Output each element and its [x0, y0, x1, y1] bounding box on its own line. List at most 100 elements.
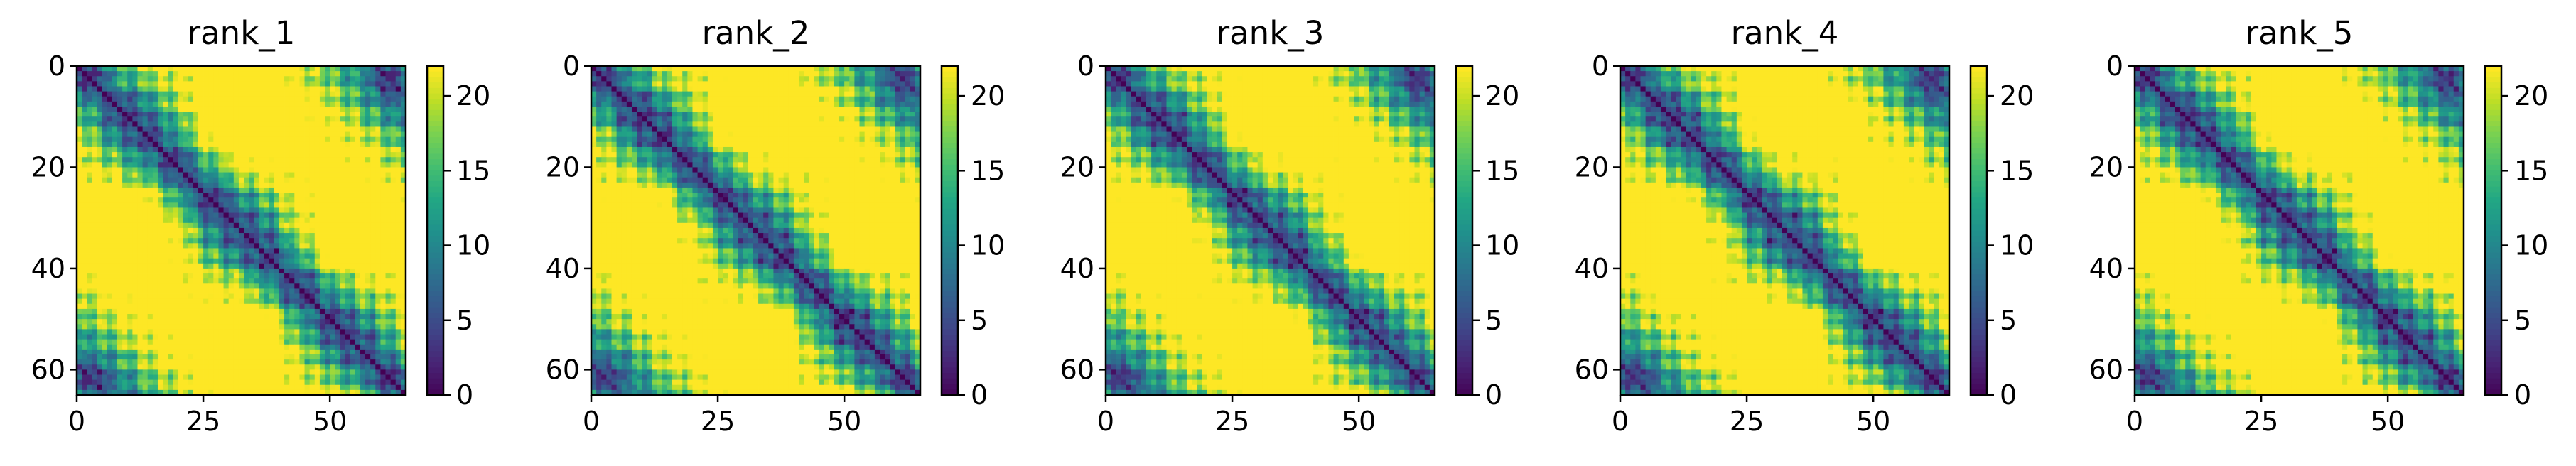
heatmap-cell [87, 364, 92, 370]
heatmap-cell [107, 116, 113, 122]
heatmap-cell [335, 183, 340, 188]
heatmap-cell [158, 188, 163, 193]
heatmap-cell [617, 76, 623, 82]
heatmap-cell [244, 269, 249, 274]
colorbar-segment [427, 137, 443, 143]
heatmap-cell [198, 254, 204, 259]
heatmap-cell [132, 178, 138, 183]
heatmap-cell [819, 97, 825, 102]
heatmap-cell [794, 97, 799, 102]
heatmap-cell [218, 288, 224, 294]
heatmap-cell [249, 324, 254, 330]
heatmap-cell [345, 167, 351, 173]
heatmap-cell [193, 269, 199, 274]
heatmap-cell [112, 309, 118, 315]
heatmap-cell [102, 380, 108, 386]
heatmap-cell [264, 157, 270, 163]
heatmap-cell [315, 314, 320, 320]
heatmap-cell [183, 162, 189, 168]
heatmap-cell [799, 76, 804, 82]
heatmap-cell [213, 354, 219, 360]
heatmap-cell [203, 283, 209, 289]
heatmap-cell [183, 304, 189, 310]
colorbar-segment [427, 280, 443, 286]
heatmap-cell [208, 126, 214, 132]
heatmap-cell [335, 304, 340, 310]
heatmap-cell [682, 86, 688, 92]
heatmap-cell [102, 340, 108, 345]
heatmap-cell [380, 369, 386, 375]
heatmap-cell [310, 324, 316, 330]
heatmap-cell [193, 294, 199, 300]
heatmap-cell [208, 107, 214, 112]
heatmap-cell [677, 76, 683, 82]
heatmap-cell [284, 319, 290, 325]
heatmap-cell [269, 183, 275, 188]
heatmap-cell [345, 223, 351, 229]
heatmap-cell [218, 329, 224, 335]
heatmap-cell [284, 137, 290, 143]
heatmap-cell [178, 329, 183, 335]
heatmap-cell [763, 71, 769, 77]
heatmap-cell [340, 354, 345, 360]
heatmap-cell [320, 97, 325, 102]
heatmap-cell [254, 314, 259, 320]
heatmap-cell [345, 142, 351, 148]
heatmap-cell [87, 167, 92, 173]
heatmap-cell [122, 238, 128, 244]
heatmap-cell [596, 86, 602, 92]
heatmap-cell [728, 71, 733, 77]
heatmap-cell [158, 223, 163, 229]
heatmap-cell [365, 207, 371, 213]
heatmap-cell [112, 354, 118, 360]
heatmap-cell [370, 97, 376, 102]
heatmap-cell [163, 375, 168, 381]
heatmap-cell [340, 142, 345, 148]
heatmap-cell [158, 137, 163, 143]
heatmap-cell [234, 178, 239, 183]
heatmap-cell [289, 121, 295, 127]
heatmap-cell [637, 97, 642, 102]
heatmap-cell [143, 102, 149, 107]
heatmap-cell [224, 288, 230, 294]
heatmap-cell [168, 359, 173, 365]
heatmap-cell [163, 116, 168, 122]
heatmap-cell [224, 359, 230, 365]
heatmap-cell [158, 294, 163, 300]
heatmap-cell [239, 335, 244, 340]
heatmap-cell [360, 243, 366, 249]
heatmap-cell [330, 248, 335, 254]
heatmap-cell [127, 132, 133, 138]
heatmap-cell [132, 202, 138, 208]
heatmap-cell [97, 283, 102, 289]
heatmap-cell [132, 126, 138, 132]
heatmap-cell [148, 340, 153, 345]
heatmap-cell [274, 375, 280, 381]
heatmap-cell [178, 319, 183, 325]
heatmap-cell [279, 329, 285, 335]
heatmap-cell [340, 152, 345, 158]
heatmap-cell [163, 294, 168, 300]
heatmap-cell [284, 178, 290, 183]
heatmap-cell [173, 92, 178, 97]
heatmap-cell [117, 375, 123, 381]
heatmap-cell [692, 92, 698, 97]
heatmap-cell [249, 86, 254, 92]
heatmap-cell [203, 183, 209, 188]
heatmap-cell [178, 314, 183, 320]
heatmap-cell [315, 218, 320, 224]
heatmap-cell [173, 147, 178, 153]
heatmap-cell [92, 340, 97, 345]
heatmap-cell [163, 92, 168, 97]
heatmap-cell [168, 197, 173, 203]
heatmap-cell [365, 147, 371, 153]
heatmap-cell [279, 369, 285, 375]
heatmap-cell [345, 207, 351, 213]
heatmap-cell [203, 218, 209, 224]
heatmap-cell [860, 86, 866, 92]
heatmap-cell [299, 380, 305, 386]
heatmap-cell [224, 183, 230, 188]
heatmap-cell [137, 269, 143, 274]
heatmap-cell [380, 97, 386, 102]
heatmap-cell [738, 107, 744, 112]
